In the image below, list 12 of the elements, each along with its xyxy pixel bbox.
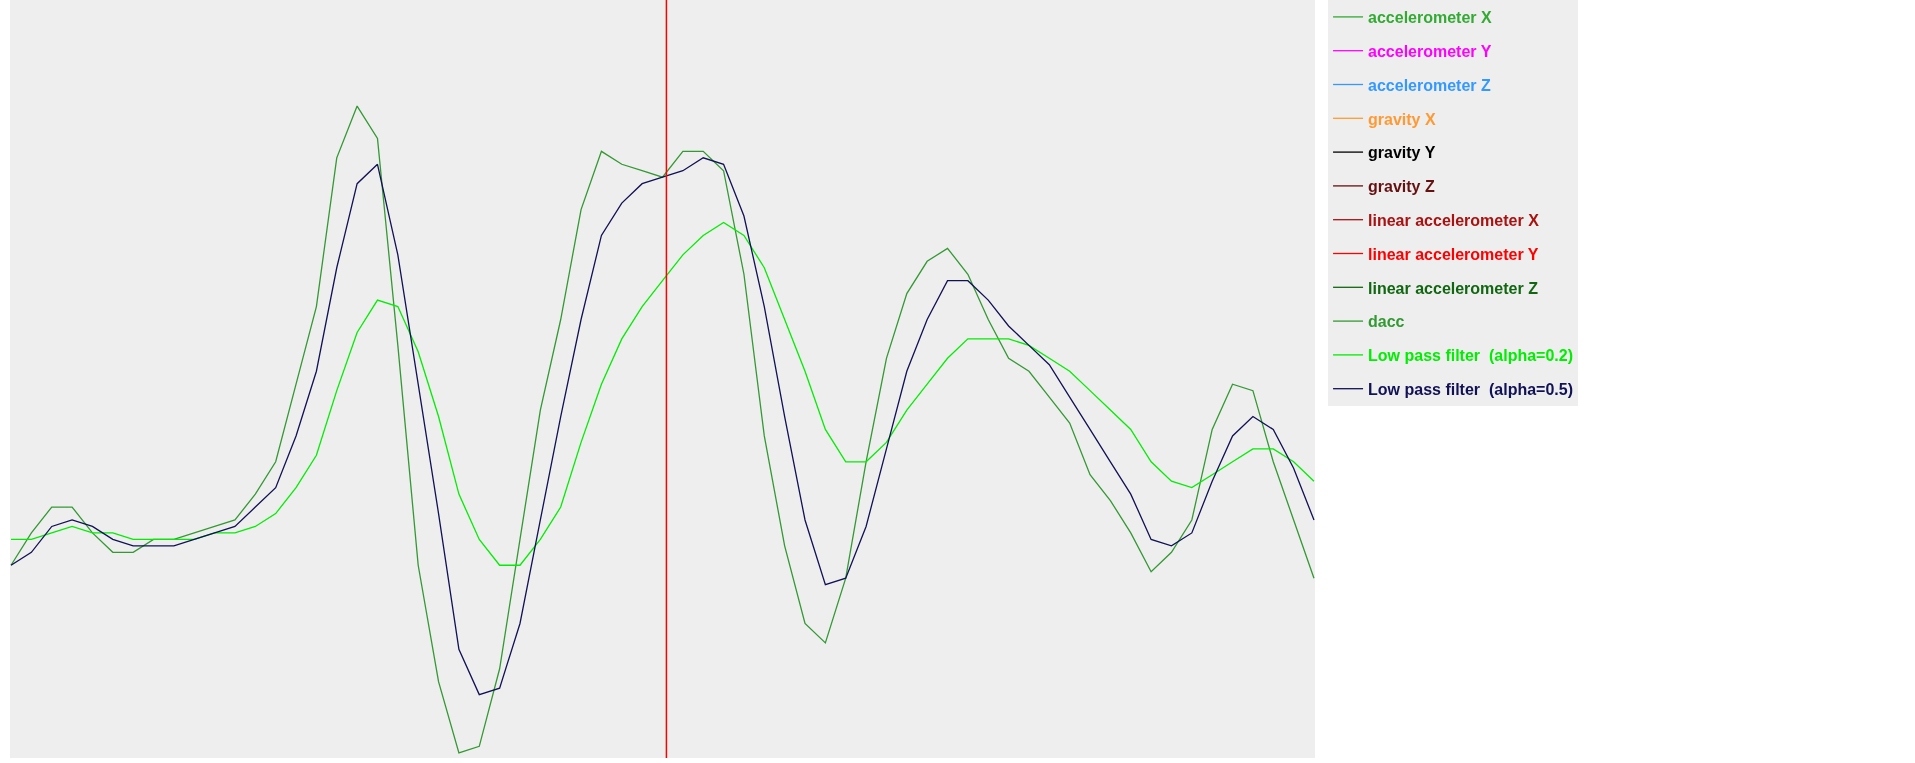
legend-label: accelerometer Y: [1368, 42, 1492, 60]
legend-label: dacc: [1368, 313, 1405, 331]
legend-label: linear accelerometer Z: [1368, 279, 1539, 297]
legend-label: Low pass filter (alpha=0.5): [1368, 380, 1573, 398]
legend-label: linear accelerometer Y: [1368, 245, 1539, 263]
legend-label: accelerometer Z: [1368, 76, 1492, 94]
legend-label: linear accelerometer X: [1368, 211, 1540, 229]
legend-label: gravity X: [1368, 110, 1436, 128]
legend-label: accelerometer X: [1368, 9, 1493, 27]
legend-label: Low pass filter (alpha=0.2): [1368, 347, 1573, 365]
legend-label: gravity Z: [1368, 178, 1435, 196]
legend-label: gravity Y: [1368, 144, 1436, 162]
